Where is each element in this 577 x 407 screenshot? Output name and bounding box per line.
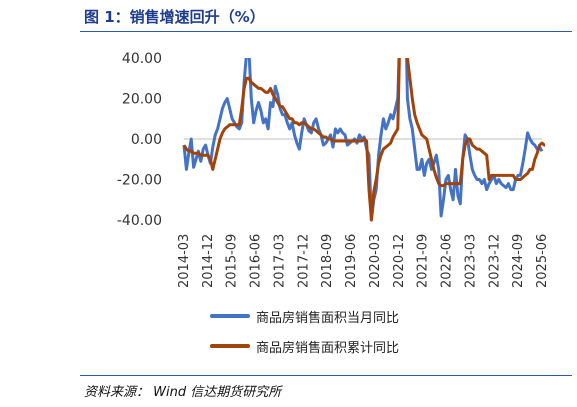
x-tick-label: 2021-09	[416, 234, 431, 288]
x-tick-label: 2023-12	[487, 234, 502, 288]
x-tick-label: 2014-12	[201, 234, 216, 288]
x-tick-label: 2020-03	[368, 234, 383, 288]
x-tick-label: 2025-06	[535, 234, 550, 288]
y-tick-label: -40.00	[117, 213, 162, 229]
legend-item-series-1: 商品房销售面积当月同比	[210, 306, 399, 326]
legend-label-series-2: 商品房销售面积累计同比	[256, 340, 400, 356]
x-tick-label: 2018-09	[320, 234, 335, 288]
legend-item-series-2: 商品房销售面积累计同比	[210, 336, 399, 356]
legend-label-series-1: 商品房销售面积当月同比	[256, 310, 400, 326]
x-tick-label: 2022-06	[440, 234, 455, 288]
y-tick-label: -20.00	[117, 173, 162, 189]
y-tick-label: 20.00	[122, 92, 162, 108]
legend-swatch-series-2	[210, 344, 250, 348]
x-tick-label: 2016-06	[249, 234, 264, 288]
x-tick-label: 2023-03	[463, 234, 478, 288]
x-tick-label: 2020-12	[392, 234, 407, 288]
figure-title: 图 1：销售增速回升（%）	[84, 8, 265, 26]
x-axis: 2014-03 2014-12 2015-09 2016-06 2017-03 2017-…	[177, 234, 550, 288]
source-rule	[80, 375, 572, 376]
y-tick-label: 40.00	[122, 51, 162, 67]
series-layer	[182, 58, 545, 222]
x-tick-label: 2019-06	[344, 234, 359, 288]
series-line-2	[182, 58, 545, 222]
series-line-1	[182, 58, 544, 222]
y-axis: 40.00 20.00 0.00 -20.00 -40.00	[117, 51, 162, 229]
source-note: 资料来源： Wind 信达期货研究所	[84, 385, 282, 400]
y-tick-label: 0.00	[131, 132, 162, 148]
x-tick-label: 2024-09	[511, 234, 526, 288]
x-tick-label: 2017-03	[272, 234, 287, 288]
legend-swatch-series-1	[210, 314, 250, 318]
x-tick-label: 2017-12	[296, 234, 311, 288]
title-rule	[80, 31, 572, 32]
line-chart: 40.00 20.00 0.00 -20.00 -40.00 2014-03 2014-1…	[117, 51, 550, 288]
x-tick-label: 2015-09	[225, 234, 240, 288]
x-tick-label: 2014-03	[177, 234, 192, 288]
